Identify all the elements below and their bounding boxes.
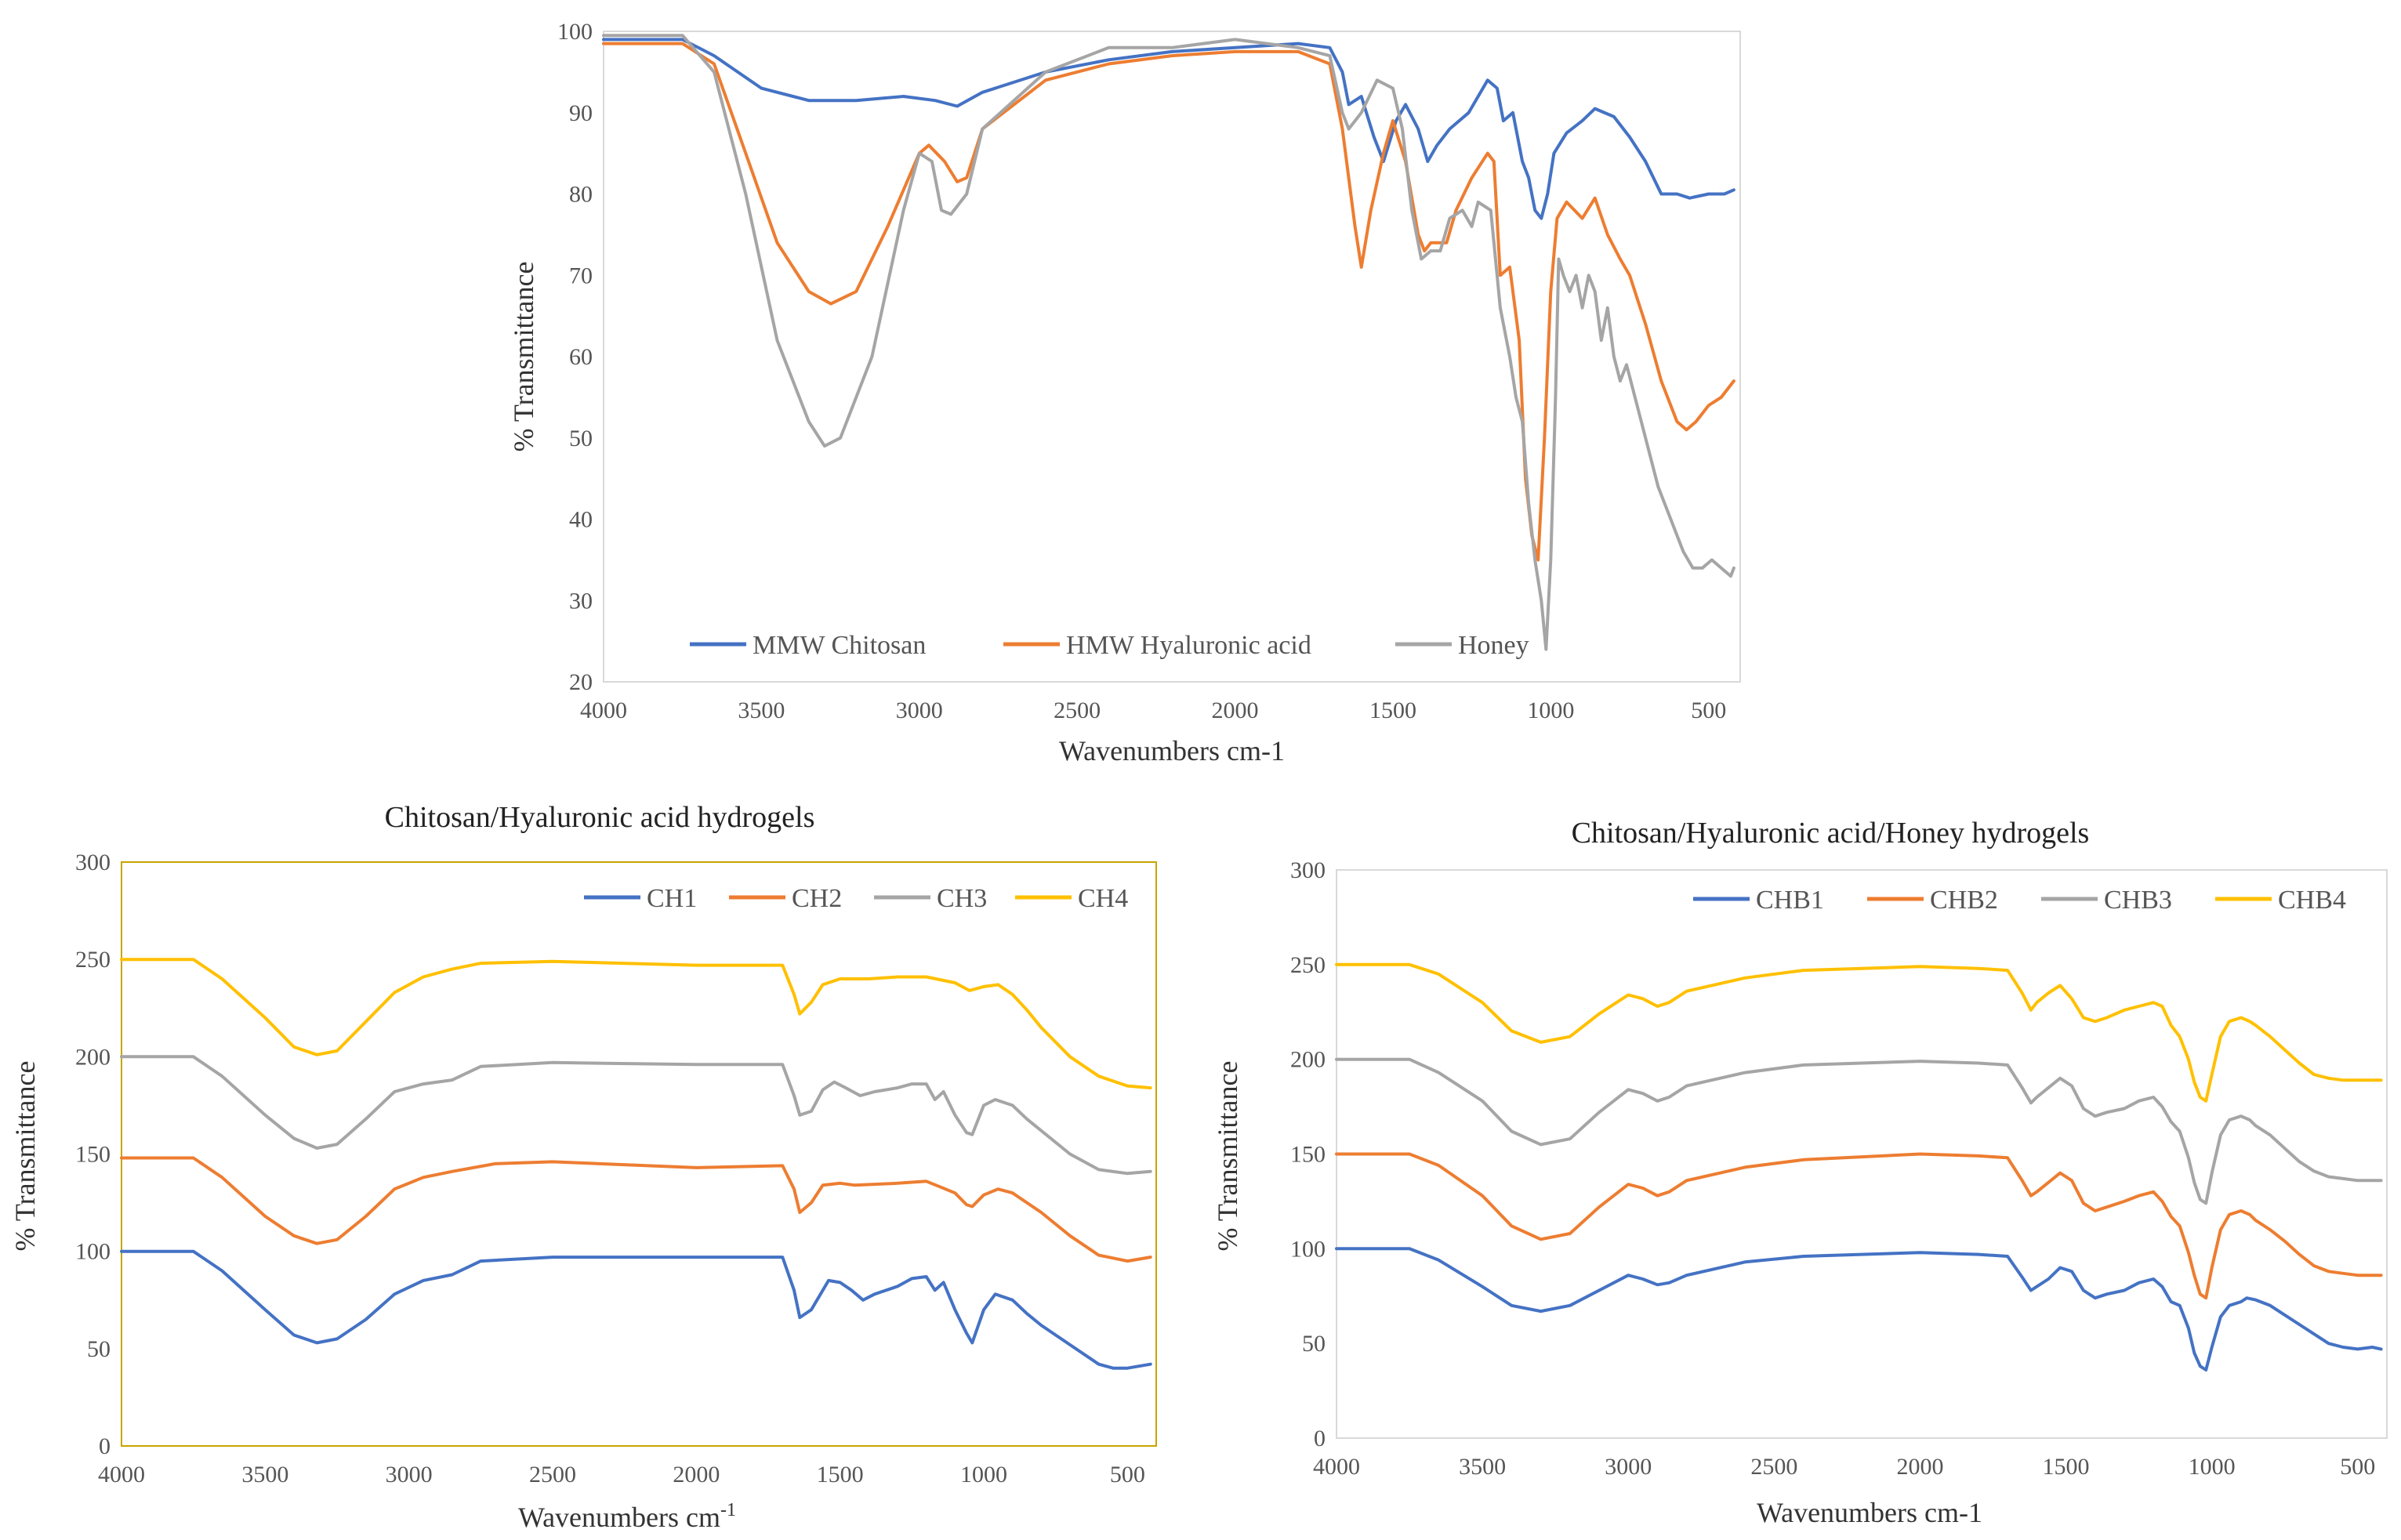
chart-top-x-tick-label: 2000 <box>1212 698 1259 723</box>
chart-top-legend-label: HMW Hyaluronic acid <box>1066 631 1311 660</box>
chart-chb-x-tick-label: 500 <box>2340 1454 2375 1480</box>
chart-chb-legend-label: CHB3 <box>2104 886 2172 915</box>
chart-ch-hydrogels: Chitosan/Hyaluronic acid hydrogels 0 50 10… <box>9 801 1157 1533</box>
chart-chb-legend: CHB1 CHB2 CHB3 CHB4 <box>1693 886 2346 915</box>
chart-chb-x-ticks: 4000 3500 3000 2500 2000 1500 1000 500 <box>1313 1454 2375 1480</box>
chart-ch-y-tick-label: 0 <box>99 1433 111 1459</box>
chart-top-raw-materials: 20 30 40 50 60 70 80 90 100 4000 3500 3000 2500 2000… <box>508 19 1741 766</box>
chart-ch-x-tick-label: 3500 <box>241 1462 288 1487</box>
chart-ch-x-tick-label: 1500 <box>817 1462 864 1487</box>
chart-top-series-line-hmw-hyaluronic-acid <box>602 42 1735 562</box>
chart-top-y-ticks: 20 30 40 50 60 70 80 90 100 <box>557 19 593 695</box>
chart-ch-x-tick-label: 4000 <box>98 1462 145 1487</box>
chart-top-x-tick-label: 1000 <box>1527 698 1574 723</box>
chart-top-legend: MMW Chitosan HMW Hyaluronic acid Honey <box>690 631 1529 660</box>
chart-top-x-tick-label: 1500 <box>1369 698 1416 723</box>
chart-ch-series-line-ch2 <box>120 1156 1152 1263</box>
chart-top-legend-label: MMW Chitosan <box>753 631 926 660</box>
chart-ch-x-axis-label-main: Wavenumbers cm <box>518 1502 720 1533</box>
chart-chb-legend-label: CHB2 <box>1930 886 1998 915</box>
chart-top-legend-label: Honey <box>1458 631 1529 660</box>
chart-top-series <box>602 34 1735 651</box>
chart-ch-series <box>120 958 1152 1370</box>
chart-ch-x-tick-label: 2000 <box>673 1462 720 1487</box>
chart-top-y-tick-label: 50 <box>569 426 593 451</box>
chart-chb-x-tick-label: 3000 <box>1605 1454 1652 1480</box>
chart-chb-y-tick-label: 200 <box>1290 1047 1326 1073</box>
chart-top-y-axis-label: % Transmittance <box>508 262 539 452</box>
chart-top-x-tick-label: 3000 <box>896 698 943 723</box>
chart-chb-x-tick-label: 2000 <box>1896 1454 1943 1480</box>
chart-chb-y-axis-label: % Transmittance <box>1212 1061 1243 1252</box>
chart-ch-legend-label: CH3 <box>937 884 987 913</box>
chart-chb-y-tick-label: 50 <box>1302 1331 1326 1357</box>
chart-ch-x-tick-label: 3000 <box>386 1462 433 1487</box>
chart-top-x-tick-label: 2500 <box>1054 698 1101 723</box>
chart-chb-y-tick-label: 150 <box>1290 1142 1326 1168</box>
chart-ch-y-tick-label: 250 <box>75 947 111 973</box>
chart-top-series-line-honey <box>602 34 1735 651</box>
chart-chb-legend-label: CHB1 <box>1756 886 1824 915</box>
chart-ch-y-tick-label: 300 <box>75 850 111 875</box>
chart-top-x-ticks: 4000 3500 3000 2500 2000 1500 1000 500 <box>580 698 1726 723</box>
chart-top-y-tick-label: 30 <box>569 588 593 614</box>
chart-chb-series <box>1335 962 2383 1372</box>
chart-chb-legend-label: CHB4 <box>2278 886 2346 915</box>
chart-ch-title: Chitosan/Hyaluronic acid hydrogels <box>385 801 815 834</box>
chart-ch-y-ticks: 0 50 100 150 200 250 300 <box>75 850 111 1459</box>
chart-chb-y-ticks: 0 50 100 150 200 250 300 <box>1290 857 1326 1451</box>
chart-chb-plot-frame <box>1336 869 2388 1439</box>
chart-chb-x-tick-label: 3500 <box>1459 1454 1506 1480</box>
chart-chb-x-tick-label: 1000 <box>2189 1454 2236 1480</box>
chart-chb-y-tick-label: 300 <box>1290 857 1326 883</box>
chart-chb-series-line-chb1 <box>1335 1247 2383 1372</box>
chart-ch-legend: CH1 CH2 CH3 CH4 <box>584 884 1128 913</box>
chart-chb-title: Chitosan/Hyaluronic acid/Honey hydrogels <box>1572 817 2090 850</box>
chart-ch-legend-label: CH4 <box>1078 884 1128 913</box>
chart-ch-x-axis-label-sup: -1 <box>720 1500 736 1520</box>
chart-top-y-tick-label: 100 <box>557 19 593 45</box>
chart-ch-x-ticks: 4000 3500 3000 2500 2000 1500 1000 500 <box>98 1462 1145 1487</box>
chart-chb-y-tick-label: 0 <box>1314 1426 1326 1451</box>
chart-ch-y-tick-label: 50 <box>87 1336 111 1362</box>
chart-ch-series-line-ch1 <box>120 1249 1152 1370</box>
chart-ch-x-axis-label: Wavenumbers cm-1 <box>518 1500 736 1533</box>
chart-chb-x-tick-label: 4000 <box>1313 1454 1360 1480</box>
chart-ch-y-axis-label: % Transmittance <box>9 1061 41 1252</box>
chart-top-series-line-mmw-chitosan <box>602 38 1735 220</box>
chart-chb-x-tick-label: 1500 <box>2043 1454 2090 1480</box>
chart-ch-y-tick-label: 150 <box>75 1142 111 1168</box>
chart-top-x-tick-label: 500 <box>1691 698 1726 723</box>
chart-ch-x-tick-label: 2500 <box>529 1462 576 1487</box>
chart-chb-y-tick-label: 100 <box>1290 1236 1326 1262</box>
chart-chb-series-line-chb4 <box>1335 962 2383 1103</box>
chart-top-y-tick-label: 20 <box>569 669 593 695</box>
chart-ch-x-tick-label: 1000 <box>960 1462 1007 1487</box>
chart-chb-hydrogels: Chitosan/Hyaluronic acid/Honey hydrogels… <box>1212 817 2388 1528</box>
chart-chb-x-tick-label: 2500 <box>1750 1454 1797 1480</box>
chart-top-y-tick-label: 60 <box>569 344 593 370</box>
chart-top-x-axis-label: Wavenumbers cm-1 <box>1059 735 1285 766</box>
chart-chb-y-tick-label: 250 <box>1290 952 1326 978</box>
chart-top-y-tick-label: 40 <box>569 507 593 533</box>
chart-chb-x-axis-label: Wavenumbers cm-1 <box>1757 1497 1982 1528</box>
chart-top-plot-frame <box>603 31 1741 683</box>
chart-chb-series-line-chb3 <box>1335 1057 2383 1205</box>
chart-ch-series-line-ch3 <box>120 1055 1152 1176</box>
chart-ch-y-tick-label: 200 <box>75 1044 111 1070</box>
chart-top-x-tick-label: 4000 <box>580 698 627 723</box>
chart-top-y-tick-label: 90 <box>569 100 593 126</box>
chart-ch-legend-label: CH2 <box>792 884 842 913</box>
chart-top-y-tick-label: 70 <box>569 263 593 288</box>
chart-top-y-tick-label: 80 <box>569 182 593 208</box>
chart-top-x-tick-label: 3500 <box>738 698 785 723</box>
chart-chb-series-line-chb2 <box>1335 1152 2383 1300</box>
chart-ch-y-tick-label: 100 <box>75 1239 111 1265</box>
chart-ch-series-line-ch4 <box>120 958 1152 1090</box>
chart-ch-legend-label: CH1 <box>647 884 697 913</box>
chart-ch-x-tick-label: 500 <box>1110 1462 1145 1487</box>
chart-ch-plot-frame <box>121 861 1157 1447</box>
